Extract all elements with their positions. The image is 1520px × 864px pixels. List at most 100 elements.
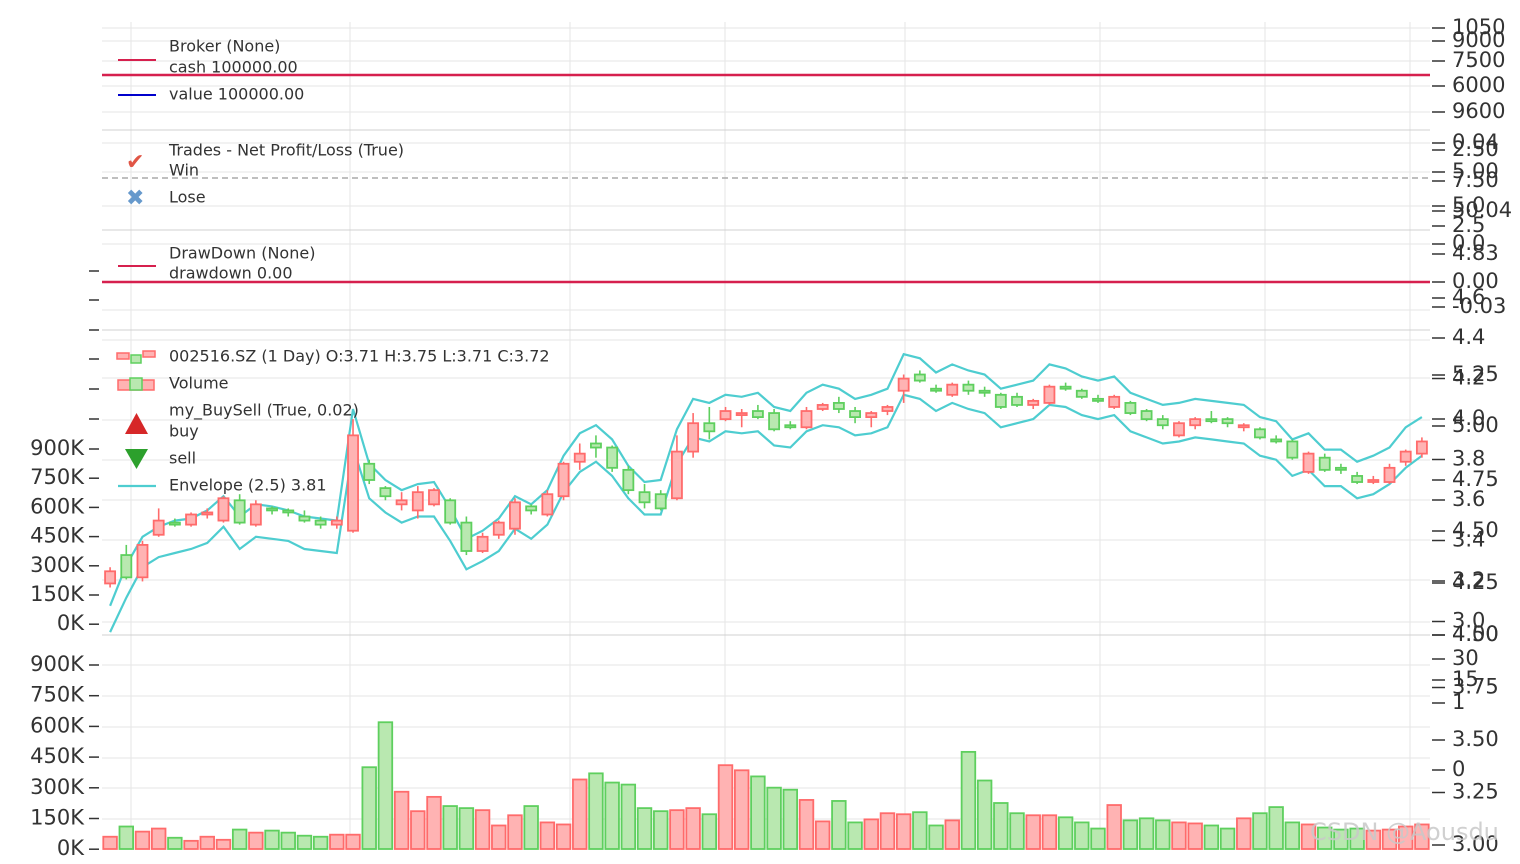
candle-body [201, 511, 214, 516]
volume-bar [345, 833, 361, 850]
volume-bar [248, 831, 264, 850]
volume-bar [231, 828, 248, 850]
volume-bar [782, 788, 798, 850]
right-tick-label: 4.83 [1452, 241, 1499, 265]
volume-bar [264, 829, 280, 850]
volume-bar [393, 790, 410, 850]
volume-bar [102, 835, 118, 850]
price-right-tick-label: 3.0 [1452, 609, 1485, 633]
candle-body [1237, 424, 1250, 429]
win-icon: ✔ [126, 150, 144, 175]
volume-bar [750, 775, 766, 850]
cash-legend-label: cash 100000.00 [169, 58, 298, 77]
right-tick-label: 0 [1452, 757, 1465, 781]
candle-body [1254, 428, 1266, 439]
candle-body [168, 521, 181, 526]
watermark-text: CSDN @Aousdu [1310, 818, 1499, 846]
candle-body [1043, 385, 1056, 404]
volume-left-tick-label: 750K [30, 683, 85, 707]
right-tick-label: 5.00 [1452, 413, 1499, 437]
candle-body [751, 410, 764, 419]
candle-body [994, 393, 1007, 408]
volume-bar [1219, 827, 1236, 850]
candle-body [557, 462, 570, 498]
right-tick-label: 5.00 [1452, 159, 1499, 183]
right-tick-label: 30 [1452, 646, 1479, 670]
volume-left-tick-label: 450K [30, 744, 85, 768]
candle-body [428, 489, 440, 506]
candle-body [654, 493, 667, 510]
candle-body [703, 422, 716, 433]
volume-bar [928, 824, 944, 850]
volume-bar [361, 766, 377, 850]
volume-bar [1171, 821, 1187, 850]
price-right-tick-label: 4.4 [1452, 325, 1485, 349]
candle-body [509, 501, 521, 530]
price-right-tick-label: 3.2 [1452, 568, 1485, 592]
candle-body [104, 570, 117, 585]
volume-bar [960, 750, 977, 850]
candle-body [800, 410, 813, 429]
volume-bar [280, 831, 296, 850]
price-right-tick-label: 4.2 [1452, 366, 1485, 390]
candle-legend-icon [116, 352, 130, 360]
volume-left-tick-label: 600K [30, 713, 85, 737]
volume-bar [734, 769, 750, 850]
volume-bar [1414, 823, 1430, 850]
volume-bar [410, 810, 426, 850]
candle-body [1140, 410, 1153, 421]
candle-body [719, 410, 732, 421]
candle-body [444, 499, 457, 524]
right-tick-label: 1 [1452, 690, 1465, 714]
volume-left-tick-label: 300K [30, 775, 85, 799]
value-legend-label: value 100000.00 [169, 85, 304, 104]
right-tick-label: 5.0 [1452, 193, 1485, 217]
volume-bar [442, 805, 458, 850]
candle-body [573, 452, 586, 463]
right-tick-label: 7500 [1452, 48, 1505, 72]
envelope-upper-line [109, 352, 1423, 607]
candle-body [1286, 440, 1299, 459]
candle-body [1156, 418, 1169, 427]
volume-right-tick-label: 3.50 [1452, 727, 1499, 751]
right-tick-label: 15 [1452, 667, 1479, 691]
right-tick-label: 4.50 [1452, 622, 1499, 646]
volume-bar [523, 805, 539, 850]
candle-body [946, 383, 959, 396]
right-tick-label: 4.50 [1452, 518, 1499, 542]
right-tick-label: 0.0 [1452, 231, 1485, 255]
lose-legend-label: Lose [169, 188, 206, 207]
right-tick-label: 9000 [1452, 28, 1505, 52]
volume-bar [167, 836, 183, 850]
price-right-tick-label: 3.6 [1452, 487, 1485, 511]
candle-body [784, 424, 797, 429]
volume-bar [199, 835, 215, 850]
volume-bar [458, 807, 475, 850]
right-tick-label: 5.25 [1452, 362, 1499, 386]
candle-body [314, 519, 327, 526]
candle-body [768, 412, 781, 431]
candle-body [298, 515, 311, 522]
price-left-tick-label: 900K [30, 436, 85, 460]
volume-bar [847, 821, 863, 850]
right-tick-label: 0.00 [1452, 269, 1499, 293]
volume-bar [150, 827, 167, 850]
right-tick-label: 7.50 [1452, 168, 1499, 192]
volume-bar [555, 823, 572, 850]
candle-body [671, 450, 683, 500]
candle-body [897, 377, 910, 392]
volume-bar [604, 781, 620, 850]
volume-bar [1365, 829, 1382, 850]
buy-legend-label: buy [169, 422, 199, 441]
volume-legend-label: Volume [169, 374, 229, 393]
price-left-tick-label: 0K [57, 611, 85, 635]
volume-bar [1252, 812, 1268, 850]
candle-body [411, 491, 424, 512]
candle-body [525, 505, 538, 512]
right-tick-label: 50.04 [1452, 198, 1512, 222]
volume-bar [993, 802, 1009, 850]
candle-body [849, 410, 861, 419]
buy-triangle-icon [125, 413, 148, 434]
candle-body [1351, 475, 1364, 483]
